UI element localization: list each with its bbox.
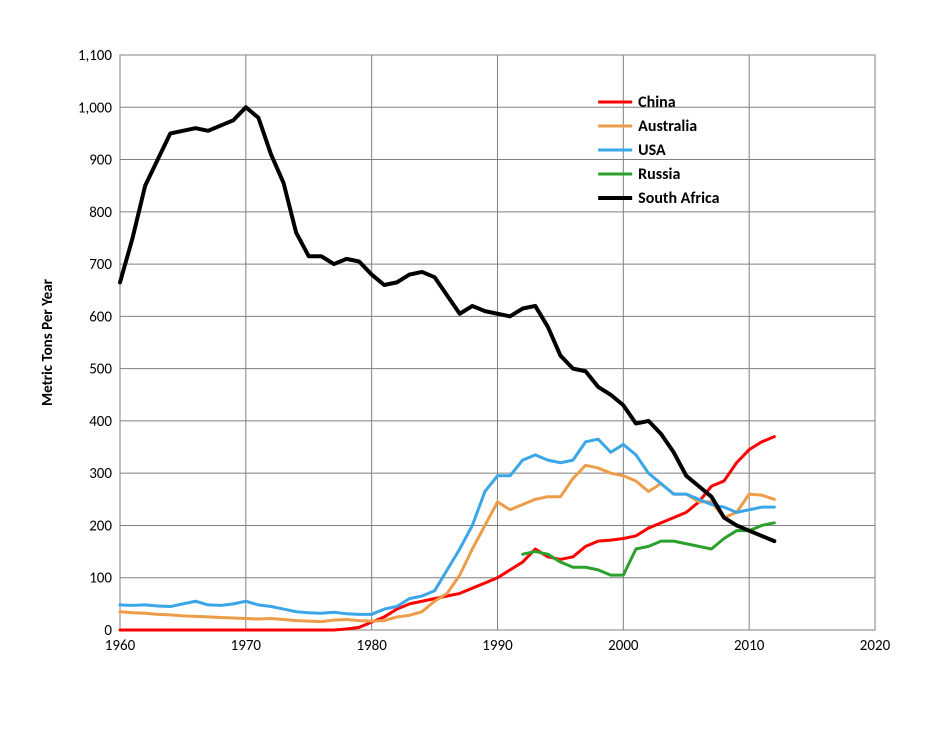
svg-text:1990: 1990 [482, 637, 513, 655]
legend-label: USA [638, 141, 666, 160]
svg-text:2010: 2010 [734, 637, 765, 655]
svg-text:600: 600 [89, 308, 112, 326]
legend-label: Russia [638, 165, 680, 184]
svg-text:400: 400 [89, 413, 112, 431]
chart-background [0, 0, 945, 730]
svg-text:1,000: 1,000 [78, 99, 113, 117]
legend-label: Australia [638, 117, 697, 136]
chart-container: 1960197019801990200020102020010020030040… [0, 0, 945, 730]
svg-text:100: 100 [89, 570, 112, 588]
line-chart: 1960197019801990200020102020010020030040… [0, 0, 945, 730]
svg-text:200: 200 [89, 517, 112, 535]
y-axis-title: Metric Tons Per Year [39, 278, 57, 406]
svg-text:1970: 1970 [231, 637, 262, 655]
svg-text:300: 300 [89, 465, 112, 483]
svg-text:1,100: 1,100 [78, 47, 113, 65]
svg-text:1980: 1980 [356, 637, 387, 655]
svg-text:900: 900 [89, 152, 112, 170]
svg-text:700: 700 [89, 256, 112, 274]
legend-label: China [638, 93, 676, 112]
svg-text:0: 0 [104, 622, 112, 640]
svg-text:2000: 2000 [608, 637, 639, 655]
svg-text:2020: 2020 [860, 637, 891, 655]
legend-label: South Africa [638, 189, 719, 208]
svg-text:800: 800 [89, 204, 112, 222]
svg-text:500: 500 [89, 361, 112, 379]
